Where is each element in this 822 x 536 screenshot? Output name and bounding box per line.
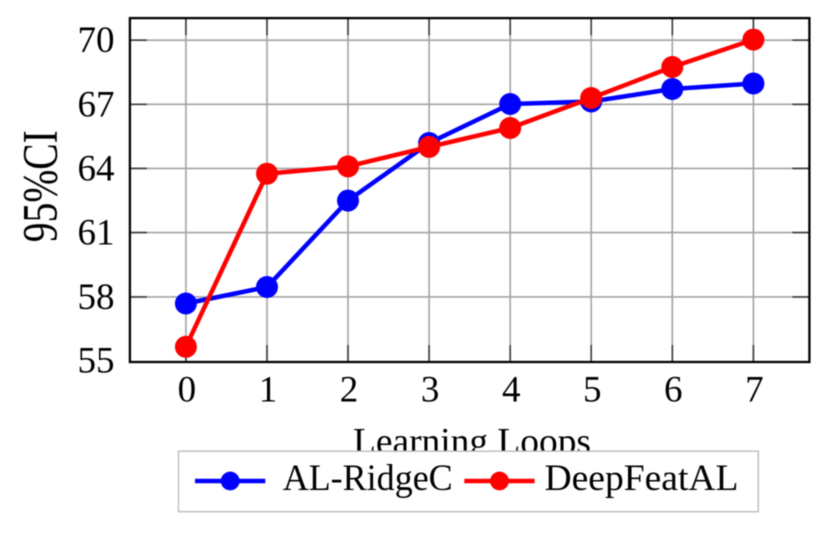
- svg-text:AL-RidgeC: AL-RidgeC: [283, 457, 453, 498]
- svg-text:95%CI: 95%CI: [12, 130, 67, 242]
- svg-text:4: 4: [502, 370, 521, 411]
- svg-text:6: 6: [664, 370, 683, 411]
- svg-text:7: 7: [745, 370, 764, 411]
- svg-text:DeepFeatAL: DeepFeatAL: [545, 457, 739, 498]
- svg-text:5: 5: [583, 370, 602, 411]
- svg-text:0: 0: [178, 370, 197, 411]
- svg-text:61: 61: [78, 213, 115, 254]
- svg-text:2: 2: [340, 370, 359, 411]
- svg-text:67: 67: [78, 84, 115, 125]
- svg-text:64: 64: [78, 148, 115, 189]
- svg-text:58: 58: [78, 277, 115, 318]
- svg-text:70: 70: [78, 20, 115, 61]
- svg-text:3: 3: [421, 370, 440, 411]
- svg-text:1: 1: [259, 370, 278, 411]
- svg-text:55: 55: [78, 340, 115, 381]
